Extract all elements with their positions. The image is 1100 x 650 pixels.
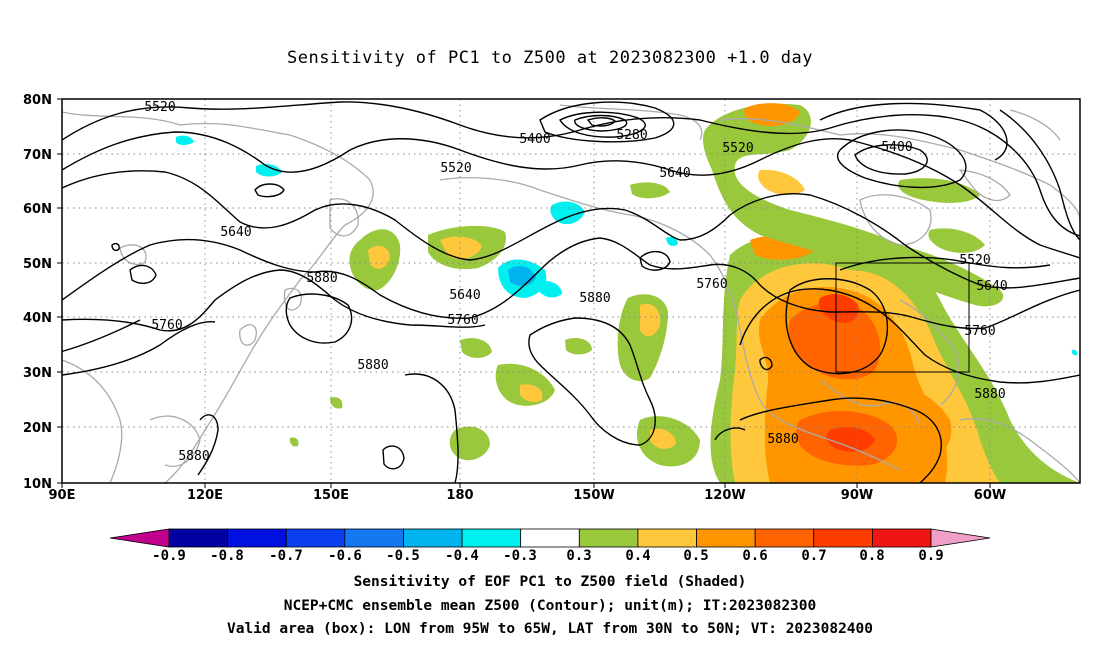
- colorbar-swatch: [696, 528, 756, 548]
- contour-label: 5520: [440, 161, 471, 176]
- colorbar-swatch: [344, 528, 404, 548]
- contour-label: 5640: [659, 166, 690, 181]
- colorbar-swatch: [754, 528, 815, 548]
- contour-label: 5880: [357, 358, 388, 373]
- colorbar-label: 0.9: [918, 548, 943, 564]
- contour-label: 5520: [722, 141, 753, 156]
- colorbar-label: 0.7: [801, 548, 826, 564]
- colorbar-low-arrow: [109, 528, 170, 548]
- colorbar-swatch: [637, 528, 697, 548]
- latitude-labels: 10N 20N 30N 40N 50N 60N 70N 80N: [23, 93, 52, 492]
- lon-tick-label: 150E: [313, 488, 349, 503]
- caption-contour: NCEP+CMC ensemble mean Z500 (Contour); u…: [283, 598, 817, 614]
- lat-tick-label: 10N: [23, 477, 52, 492]
- contour-label: 5280: [616, 128, 647, 143]
- axis-ticks: [57, 98, 991, 488]
- colorbar-label: 0.5: [683, 548, 708, 564]
- lon-tick-label: 60W: [974, 488, 1006, 503]
- lat-tick-label: 80N: [23, 93, 52, 108]
- northern-positive-band: [702, 103, 1004, 307]
- colorbar-label: -0.3: [503, 548, 537, 564]
- colorbar-label: -0.6: [328, 548, 362, 564]
- pacific-positive-patches: [289, 182, 700, 467]
- caption-valid-area: Valid area (box): LON from 95W to 65W, L…: [226, 621, 873, 637]
- lat-tick-label: 20N: [23, 421, 52, 436]
- contour-label: 5400: [881, 140, 912, 155]
- contour-label: 5520: [959, 253, 990, 268]
- colorbar-swatch: [578, 528, 639, 548]
- lon-tick-label: 120W: [704, 488, 745, 503]
- colorbar-label: 0.6: [742, 548, 767, 564]
- colorbar-swatch: [871, 528, 932, 548]
- lon-tick-label: 180: [446, 488, 473, 503]
- contour-label: 5760: [964, 324, 995, 339]
- longitude-labels: 90E 120E 150E 180 150W 120W 90W 60W: [49, 488, 1007, 503]
- colorbar-swatch: [227, 528, 287, 548]
- contour-label: 5880: [579, 291, 610, 306]
- lon-tick-label: 90E: [49, 488, 76, 503]
- colorbar-label: -0.8: [210, 548, 244, 564]
- contour-label: 5520: [144, 100, 175, 115]
- contour-label: 5760: [151, 318, 182, 333]
- sensitivity-shading: [176, 103, 1080, 483]
- colorbar-swatch: [168, 528, 229, 548]
- lat-tick-label: 30N: [23, 366, 52, 381]
- colorbar-swatch: [520, 528, 580, 548]
- colorbar-label: -0.9: [152, 548, 186, 564]
- plot-title: Sensitivity of PC1 to Z500 at 2023082300…: [286, 48, 813, 68]
- colorbar-swatch: [285, 528, 346, 548]
- caption-shading: Sensitivity of EOF PC1 to Z500 field (Sh…: [353, 574, 747, 590]
- colorbar-label: 0.3: [566, 548, 591, 564]
- contour-label: 5880: [306, 271, 337, 286]
- colorbar-label: -0.7: [269, 548, 303, 564]
- lat-tick-label: 50N: [23, 257, 52, 272]
- contour-labels: 5520 5400 5280 5520 5520 5400 5640 5640 …: [144, 100, 1007, 464]
- contour-label: 5400: [519, 132, 550, 147]
- colorbar: -0.9 -0.8 -0.7 -0.6 -0.5 -0.4 -0.3 0.3 0…: [109, 528, 991, 564]
- contour-label: 5880: [974, 387, 1005, 402]
- colorbar-high-arrow: [930, 528, 991, 548]
- contour-label: 5640: [976, 279, 1007, 294]
- coastlines: [62, 104, 1080, 483]
- contour-label: 5640: [220, 225, 251, 240]
- contour-label: 5760: [696, 277, 727, 292]
- lat-tick-label: 40N: [23, 311, 52, 326]
- lon-tick-label: 120E: [187, 488, 223, 503]
- valid-area-box: [835, 262, 970, 373]
- colorbar-swatch: [403, 528, 463, 548]
- contour-label: 5880: [767, 432, 798, 447]
- colorbar-label: 0.4: [625, 548, 650, 564]
- lon-tick-label: 150W: [573, 488, 614, 503]
- z500-contours: [62, 101, 1080, 483]
- contour-label: 5880: [178, 449, 209, 464]
- contour-label: 5640: [449, 288, 480, 303]
- lon-tick-label: 90W: [841, 488, 873, 503]
- colorbar-label: 0.8: [859, 548, 884, 564]
- colorbar-swatch: [813, 528, 873, 548]
- colorbar-label: -0.4: [445, 548, 479, 564]
- contour-label: 5760: [447, 313, 478, 328]
- colorbar-swatch: [461, 528, 522, 548]
- colorbar-label: -0.5: [386, 548, 420, 564]
- positive-sensitivity-region: [710, 232, 1080, 483]
- map-frame: [61, 98, 1081, 484]
- lat-tick-label: 70N: [23, 148, 52, 163]
- lat-tick-label: 60N: [23, 202, 52, 217]
